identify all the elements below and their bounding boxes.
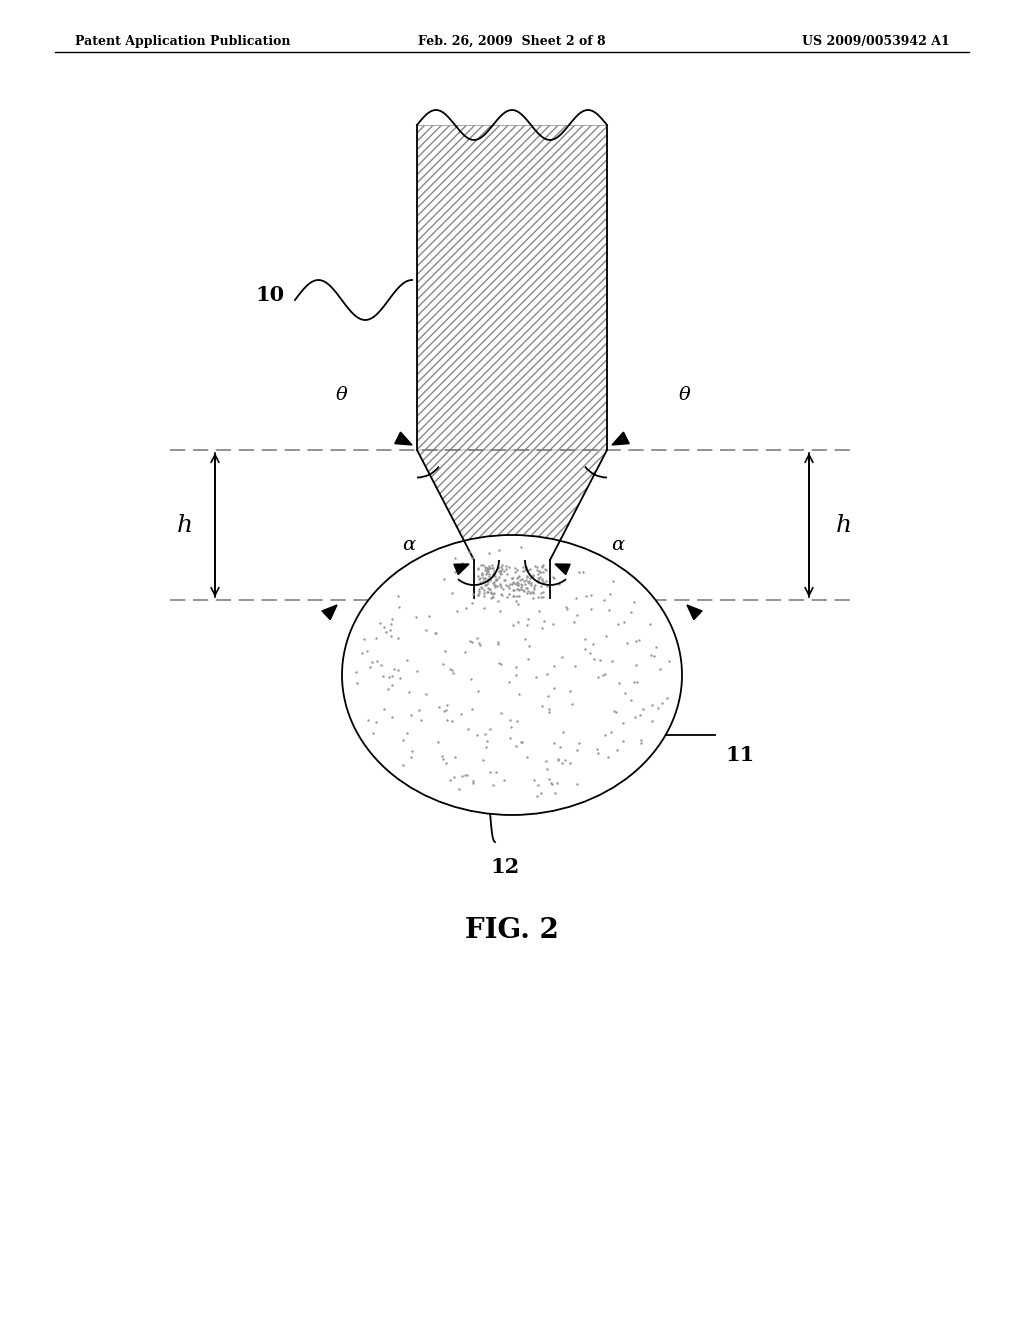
Text: 10: 10: [256, 285, 285, 305]
Text: Patent Application Publication: Patent Application Publication: [75, 36, 291, 48]
Polygon shape: [322, 605, 337, 619]
Text: θ: θ: [336, 385, 348, 404]
Text: α: α: [402, 536, 416, 554]
Polygon shape: [454, 564, 469, 574]
Polygon shape: [687, 605, 702, 619]
Text: Feb. 26, 2009  Sheet 2 of 8: Feb. 26, 2009 Sheet 2 of 8: [418, 36, 606, 48]
Bar: [417, 125, 607, 450]
Polygon shape: [612, 432, 629, 445]
Text: h: h: [177, 513, 194, 536]
Text: 12: 12: [490, 857, 519, 876]
Polygon shape: [555, 564, 570, 574]
Polygon shape: [395, 432, 412, 445]
Polygon shape: [417, 450, 607, 560]
Ellipse shape: [342, 535, 682, 814]
Polygon shape: [474, 560, 550, 598]
Text: h: h: [836, 513, 852, 536]
Text: θ: θ: [679, 385, 691, 404]
Text: 11: 11: [725, 744, 755, 766]
Text: FIG. 2: FIG. 2: [465, 916, 559, 944]
Text: α: α: [611, 536, 625, 554]
Text: US 2009/0053942 A1: US 2009/0053942 A1: [802, 36, 950, 48]
